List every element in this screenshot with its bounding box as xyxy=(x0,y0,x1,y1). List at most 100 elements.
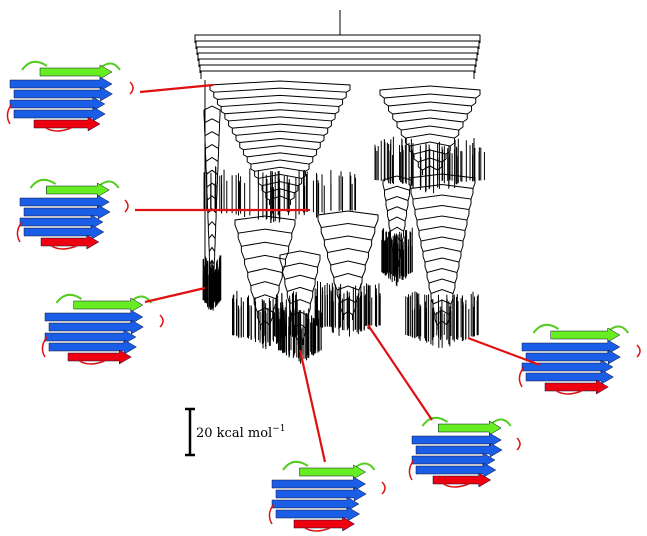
strand xyxy=(551,328,620,342)
strand xyxy=(14,87,112,101)
branch xyxy=(423,248,461,257)
branch xyxy=(387,207,406,216)
branch xyxy=(471,194,473,200)
branch xyxy=(453,288,455,294)
strand xyxy=(416,463,496,477)
branch xyxy=(248,278,251,286)
branch xyxy=(431,290,453,299)
strand xyxy=(40,65,112,79)
branch xyxy=(463,236,465,242)
branch xyxy=(318,211,378,220)
branch xyxy=(473,183,475,189)
branch xyxy=(292,225,295,233)
branch xyxy=(305,169,309,171)
branch xyxy=(214,97,218,99)
connector xyxy=(300,350,325,462)
branch xyxy=(389,111,393,114)
strand xyxy=(46,183,109,197)
branch xyxy=(368,245,371,253)
branch xyxy=(282,263,317,272)
branch xyxy=(251,169,255,171)
branch xyxy=(235,216,295,225)
disconnectivity-graph xyxy=(195,10,484,364)
branch xyxy=(455,135,459,138)
connectors xyxy=(135,85,540,462)
strand xyxy=(49,340,136,354)
branch xyxy=(459,257,461,263)
branch xyxy=(200,65,475,73)
branch xyxy=(425,258,459,267)
branch xyxy=(241,242,288,251)
branch xyxy=(217,104,221,106)
protein-structure xyxy=(409,418,520,487)
branch xyxy=(419,236,421,242)
branch xyxy=(255,176,259,178)
branch xyxy=(415,206,469,215)
branch xyxy=(328,258,331,266)
strand xyxy=(438,421,501,435)
branch xyxy=(331,261,366,270)
branch xyxy=(238,238,241,246)
strand xyxy=(276,487,366,501)
branch xyxy=(285,275,315,284)
branch xyxy=(251,282,279,291)
scale-bar xyxy=(185,409,195,455)
branch xyxy=(362,270,365,278)
connector xyxy=(145,288,205,302)
branch xyxy=(331,270,334,278)
scale-bar-label: 20 kcal mol xyxy=(196,426,272,441)
branch xyxy=(375,220,378,228)
branch xyxy=(209,247,214,256)
branch xyxy=(429,288,431,294)
branch xyxy=(195,35,480,43)
branch xyxy=(397,127,401,130)
branch xyxy=(243,155,247,157)
branch xyxy=(465,225,467,231)
branch xyxy=(461,246,463,252)
branch xyxy=(209,235,215,244)
protein-structure xyxy=(7,62,133,131)
branch xyxy=(404,226,405,231)
branch xyxy=(204,106,220,115)
branch xyxy=(469,204,471,210)
strand xyxy=(526,350,620,364)
scale-bar-exponent: −1 xyxy=(272,424,285,434)
branch xyxy=(198,53,477,61)
branch xyxy=(205,145,218,154)
branch xyxy=(411,194,413,200)
branch xyxy=(415,215,417,221)
protein-structure xyxy=(42,295,163,364)
connector xyxy=(140,85,213,92)
branch xyxy=(365,258,368,266)
branch xyxy=(282,272,284,279)
branch xyxy=(414,159,418,162)
branch xyxy=(321,224,375,233)
branch xyxy=(251,291,254,299)
branch xyxy=(387,216,388,221)
branch xyxy=(285,284,287,291)
branch xyxy=(427,269,457,278)
branch xyxy=(463,119,467,122)
branch xyxy=(450,143,454,146)
branch xyxy=(324,245,327,253)
branch xyxy=(384,186,409,195)
branch xyxy=(386,206,387,211)
branch xyxy=(204,119,219,128)
branch xyxy=(425,267,427,273)
branch xyxy=(380,95,384,98)
strand xyxy=(45,330,136,344)
branch xyxy=(417,216,467,225)
branch xyxy=(199,59,476,67)
branch xyxy=(324,236,371,245)
branch xyxy=(328,249,369,258)
branch xyxy=(247,162,251,164)
branch xyxy=(405,216,406,221)
strand xyxy=(45,310,143,324)
protein-structure xyxy=(519,325,640,394)
connector xyxy=(368,325,432,420)
branch xyxy=(335,112,339,114)
branch xyxy=(459,127,463,130)
branch xyxy=(196,41,479,49)
branch xyxy=(402,236,403,241)
strand xyxy=(20,195,109,209)
